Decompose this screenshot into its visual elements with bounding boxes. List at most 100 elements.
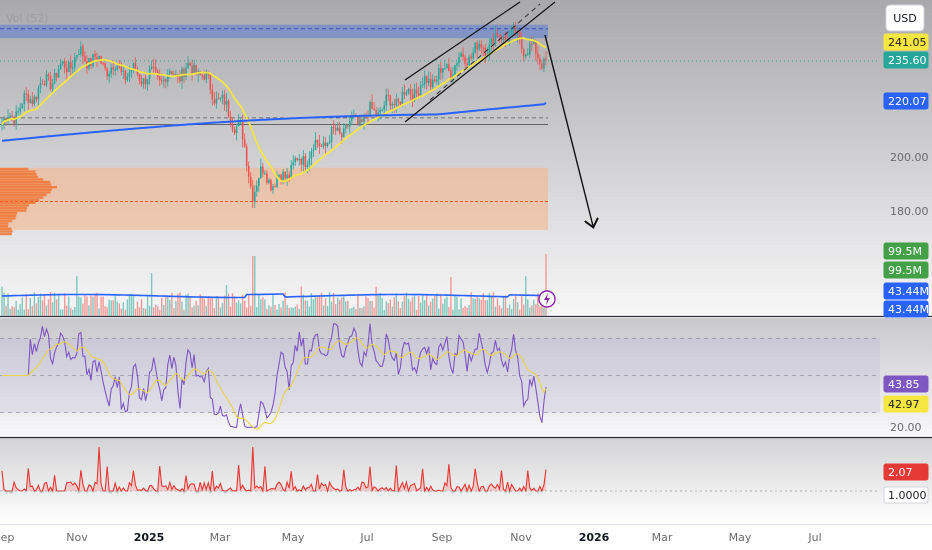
volume-bar [254, 256, 256, 316]
volume-profile-bar [0, 232, 12, 236]
volume-bar [506, 308, 509, 316]
volume-bar [120, 308, 123, 316]
candle-body [47, 74, 50, 77]
candle-body [96, 56, 98, 60]
volume-bar [446, 296, 448, 316]
candle-body [160, 80, 163, 82]
candle-body [340, 133, 343, 138]
volume-bar [112, 300, 114, 316]
candle-body [130, 69, 133, 73]
candle-body [82, 46, 84, 57]
price-tag-ma-yellow-bg [883, 33, 929, 51]
volume-bar [286, 304, 288, 316]
candle-body [454, 65, 456, 75]
volume-bar [66, 305, 68, 316]
currency-button[interactable]: USD [885, 4, 925, 32]
volume-bar [29, 297, 32, 316]
candle-body [326, 143, 329, 146]
candle-body [336, 127, 339, 131]
candle-body [417, 93, 420, 96]
volume-profile-bar [0, 212, 18, 215]
candle-body [533, 40, 535, 44]
candle-body [245, 146, 248, 166]
candle-body [312, 149, 315, 152]
candle-body [140, 80, 143, 85]
volume-bar [74, 306, 76, 316]
volume-bar [523, 304, 525, 316]
volume-legend[interactable]: Vol (52) [6, 12, 49, 25]
volume-profile-bar [0, 180, 51, 184]
volume-bar [486, 300, 489, 316]
volume-bar [209, 298, 211, 316]
candle-body [92, 54, 94, 67]
channel-upper-line[interactable] [404, 1, 521, 81]
volume-profile-bar [0, 217, 16, 220]
volume-bar [163, 305, 165, 316]
down-arrow[interactable] [544, 34, 593, 226]
volume-bar [397, 301, 400, 316]
volume-profile-bar [0, 199, 40, 202]
x-tick-label: Jul [359, 531, 373, 544]
candle-body [191, 65, 193, 74]
volume-bar [173, 308, 175, 316]
price-tag-last-bg [883, 51, 929, 69]
candle-body [328, 141, 331, 144]
volume-bar [334, 304, 337, 316]
candle-body [31, 99, 34, 104]
volume-profile-bar [0, 227, 12, 230]
candle-body [413, 89, 416, 102]
candle-body [288, 174, 290, 178]
candle-body [357, 116, 359, 125]
relvol-tag-bg [883, 463, 929, 481]
volume-bar [326, 305, 329, 316]
candle-body [211, 89, 214, 100]
volume-bar [403, 296, 406, 316]
volume-bar [235, 302, 238, 316]
volume-bar [165, 295, 167, 316]
volume-bar [452, 309, 454, 316]
candle-body [347, 125, 349, 127]
volume-bar [430, 301, 432, 316]
volume-bar [146, 295, 149, 316]
candle-body [256, 185, 258, 192]
candle-body [448, 64, 450, 72]
volume-bar [413, 295, 416, 316]
volume-bar [484, 300, 487, 316]
volume-profile-bar [0, 201, 36, 204]
volume-bar [336, 297, 339, 316]
volume-profile-zone[interactable] [0, 167, 548, 230]
volume-bar [508, 304, 511, 316]
candle-body [7, 117, 9, 121]
candle-body [5, 117, 7, 121]
volume-bar [434, 296, 436, 316]
candle-body [219, 98, 222, 100]
candle-body [460, 53, 462, 57]
volume-bar [343, 296, 345, 316]
candle-body [423, 76, 426, 85]
candle-body [268, 179, 270, 183]
volume-bar [185, 294, 187, 316]
candle-body [138, 74, 141, 81]
candle-body [144, 78, 147, 85]
volume-bar [59, 309, 62, 316]
volume-bar [521, 295, 523, 316]
candle-body [518, 31, 521, 39]
volume-bar [150, 273, 153, 316]
volume-bar [480, 299, 482, 316]
lightning-icon[interactable] [538, 290, 556, 308]
volume-bar [294, 306, 296, 316]
channel-lower-line[interactable] [404, 1, 556, 123]
candle-body [476, 42, 479, 50]
volume-bar [72, 309, 74, 316]
volume-bar [63, 293, 66, 316]
resistance-zone[interactable] [0, 24, 548, 39]
drawings[interactable] [404, 1, 593, 226]
candle-body [229, 116, 232, 125]
volume-bar [442, 303, 444, 316]
candle-body [126, 76, 129, 81]
volume-bar [260, 299, 262, 316]
volume-bar [98, 308, 100, 316]
candle-body [318, 142, 321, 147]
volume-bar [375, 286, 377, 316]
